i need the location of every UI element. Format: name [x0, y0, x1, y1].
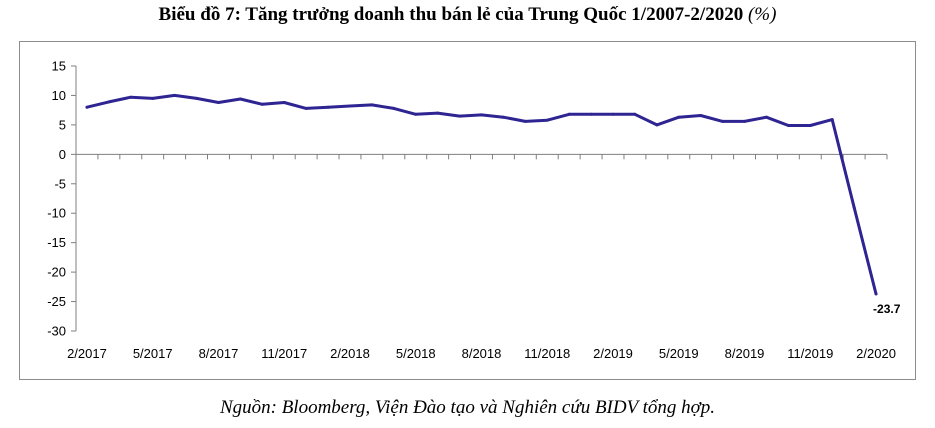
y-tick-label: -25	[47, 294, 66, 309]
y-axis-ticks: 15 10 5 0 -5 -10 -15 -20 -25 -30	[47, 59, 76, 339]
series-point	[567, 112, 571, 116]
series-point	[545, 118, 549, 122]
series-point	[304, 106, 308, 110]
x-tick-label: 2/2018	[330, 346, 370, 361]
series-point	[501, 115, 505, 119]
x-tick-label: 8/2019	[725, 346, 765, 361]
series-point	[874, 292, 878, 296]
series-point	[326, 105, 330, 109]
y-tick-label: -5	[54, 176, 66, 191]
series-point	[458, 114, 462, 118]
chart-title-main: Biểu đồ 7: Tăng trưởng doanh thu bán lẻ …	[158, 4, 744, 25]
series-point	[173, 93, 177, 97]
series-point	[414, 112, 418, 116]
series-point	[348, 104, 352, 108]
series-line	[85, 93, 878, 296]
series-group	[85, 93, 878, 296]
series-point	[85, 105, 89, 109]
series-point	[151, 96, 155, 100]
series-point	[633, 112, 637, 116]
x-tick-label: 2/2019	[593, 346, 633, 361]
series-point	[589, 112, 593, 116]
x-tick-label: 5/2019	[659, 346, 699, 361]
x-tick-label: 8/2017	[199, 346, 239, 361]
x-tick-label: 11/2018	[524, 346, 570, 361]
y-tick-label: -20	[47, 265, 66, 280]
series-point	[655, 123, 659, 127]
chart-frame	[19, 41, 916, 380]
y-tick-label: 5	[59, 117, 66, 132]
x-tick-label: 5/2018	[396, 346, 436, 361]
series-point	[129, 95, 133, 99]
x-tick-label: 5/2017	[133, 346, 173, 361]
series-point	[808, 123, 812, 127]
series-point	[238, 97, 242, 101]
series-point	[260, 102, 264, 106]
data-labels: -23.7	[873, 302, 901, 316]
series-point	[611, 112, 615, 116]
series-point	[392, 106, 396, 110]
chart-title: Biểu đồ 7: Tăng trưởng doanh thu bán lẻ …	[0, 4, 935, 26]
x-tick-label: 11/2017	[261, 346, 307, 361]
y-tick-label: 0	[59, 147, 66, 162]
x-tick-label: 2/2017	[67, 346, 107, 361]
series-point	[436, 111, 440, 115]
series-point	[699, 113, 703, 117]
x-tick-label: 11/2019	[787, 346, 833, 361]
series-point	[677, 115, 681, 119]
series-point	[370, 103, 374, 107]
series-point	[480, 113, 483, 117]
series-point	[216, 101, 220, 105]
x-tick-label: 8/2018	[462, 346, 502, 361]
y-tick-label: 10	[52, 88, 66, 103]
y-tick-label: -10	[47, 206, 66, 221]
data-label: -23.7	[873, 302, 901, 316]
series-point	[852, 205, 856, 209]
chart-title-unit: (%)	[747, 4, 777, 25]
y-tick-label: -15	[47, 235, 66, 250]
x-axis-ticks: 2/2017 5/2017 8/2017 11/2017 2/2018 5/2018 8/2…	[67, 154, 896, 361]
series-point	[743, 119, 747, 123]
series-point	[786, 123, 790, 127]
series-point	[107, 100, 111, 104]
axes	[75, 66, 887, 331]
y-tick-label: 15	[52, 59, 66, 74]
series-point	[282, 101, 286, 105]
source-note: Nguồn: Bloomberg, Viện Đào tạo và Nghiên…	[219, 397, 716, 418]
series-point	[764, 115, 768, 119]
series-point	[721, 119, 725, 123]
series-point	[523, 119, 527, 123]
series-point	[830, 118, 834, 122]
x-tick-label: 2/2020	[856, 346, 896, 361]
y-tick-label: -30	[47, 324, 66, 339]
series-point	[195, 96, 199, 100]
